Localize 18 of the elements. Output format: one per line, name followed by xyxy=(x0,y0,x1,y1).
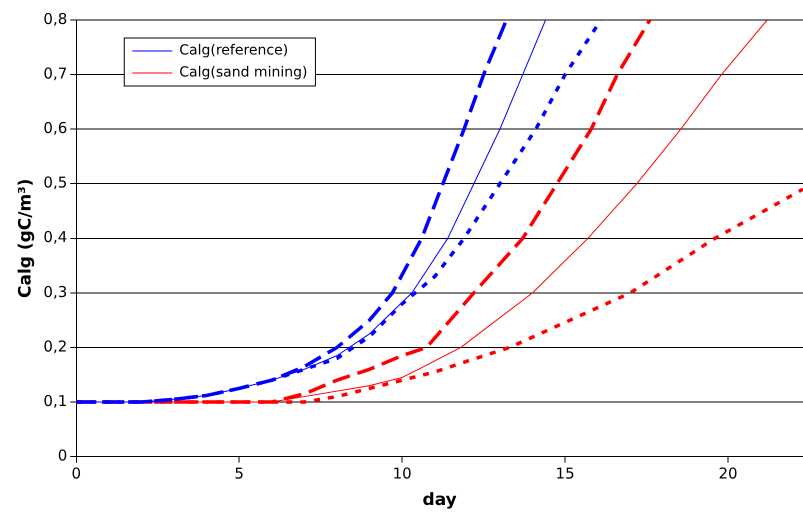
y-tick-label: 0,2 xyxy=(43,337,68,356)
y-tick-label: 0,1 xyxy=(43,392,68,410)
y-tick-label: 0,5 xyxy=(43,174,68,192)
x-tick-label: 20 xyxy=(718,464,738,482)
y-tick-label: 0,6 xyxy=(43,119,68,138)
y-tick-label: 0,7 xyxy=(43,64,68,82)
y-tick-label: 0,8 xyxy=(43,10,68,28)
x-tick-label: 5 xyxy=(234,464,244,482)
y-axis-title: Calg (gC/m³) xyxy=(16,178,36,298)
legend-label: Calg(sand mining) xyxy=(179,64,308,81)
x-axis-title: day xyxy=(422,490,457,510)
x-tick-label: 15 xyxy=(556,464,575,482)
x-tick-label: 0 xyxy=(71,464,82,482)
legend-label: Calg(reference) xyxy=(179,42,288,59)
y-tick-label: 0 xyxy=(58,446,68,464)
y-tick-label: 0,3 xyxy=(43,282,68,301)
y-tick-label: 0,4 xyxy=(43,228,68,246)
x-tick-label: 10 xyxy=(392,464,412,482)
